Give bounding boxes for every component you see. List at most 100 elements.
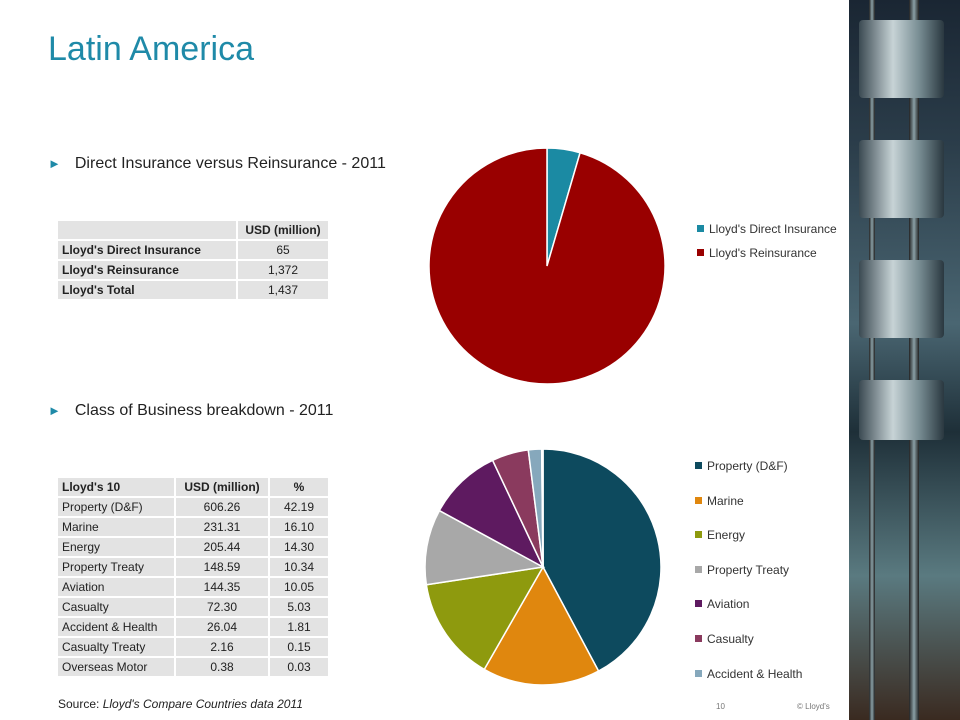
legend-swatch [695, 565, 702, 573]
table-cell-label: Accident & Health [56, 616, 176, 638]
table-cell-label: Lloyd's Total [56, 279, 238, 301]
legend-direct-vs-reinsurance: Lloyd's Direct Insurance Lloyd's Reinsura… [697, 222, 837, 270]
bullet-arrow-icon: ► [48, 156, 61, 171]
source-label: Source: [58, 697, 100, 711]
table-cell-usd: 231.31 [174, 516, 270, 538]
legend-class-of-business: Property (D&F) Marine Energy Property Treat… [695, 459, 835, 701]
direct-vs-reinsurance-table: USD (million) Lloyd's Direct Insurance 6… [56, 219, 330, 301]
table-row: Property Treaty 148.59 10.34 [56, 556, 330, 578]
legend-item: Lloyd's Reinsurance [697, 246, 837, 260]
pie-slice-property-d-f [542, 448, 662, 673]
table-cell-pct: 1.81 [268, 616, 330, 638]
table-row: Energy 205.44 14.30 [56, 536, 330, 558]
source-note: Source: Lloyd's Compare Countries data 2… [58, 697, 303, 711]
page-title: Latin America [48, 30, 254, 68]
table-row: Casualty Treaty 2.16 0.15 [56, 636, 330, 658]
source-text: Lloyd's Compare Countries data 2011 [102, 697, 303, 711]
building-photo [849, 0, 960, 720]
table-cell-pct: 0.03 [268, 656, 330, 678]
legend-item: Accident & Health [695, 667, 835, 681]
legend-item: Property (D&F) [695, 459, 835, 473]
table-row: Property (D&F) 606.26 42.19 [56, 496, 330, 518]
legend-label: Lloyd's Reinsurance [709, 246, 817, 260]
legend-swatch [697, 225, 704, 232]
table-cell-value: 1,437 [236, 279, 330, 301]
section-heading-text: Direct Insurance versus Reinsurance - 20… [74, 155, 386, 172]
section-heading-class-of-business: ► Class of Business breakdown - 2011 [48, 402, 333, 420]
legend-item: Marine [695, 494, 835, 508]
table-cell-usd: 205.44 [174, 536, 270, 558]
legend-swatch [695, 600, 702, 608]
section-heading-text: Class of Business breakdown - 2011 [74, 402, 334, 419]
legend-label: Energy [707, 528, 746, 543]
table-cell-pct: 10.05 [268, 576, 330, 598]
table-cell-usd: 148.59 [174, 556, 270, 578]
class-of-business-table: Lloyd's 10 USD (million) % Property (D&F… [56, 476, 330, 678]
legend-label: Casualty [707, 631, 754, 646]
legend-label: Aviation [707, 597, 750, 612]
table-header-cell: USD (million) [236, 219, 330, 241]
pie-slice-aviation [438, 459, 545, 569]
table-cell-pct: 10.34 [268, 556, 330, 578]
legend-item: Property Treaty [695, 563, 835, 577]
table-cell-label: Energy [56, 536, 176, 558]
legend-label: Property (D&F) [707, 459, 788, 473]
table-cell-label: Lloyd's Reinsurance [56, 259, 238, 281]
table-row: Lloyd's Direct Insurance 65 [56, 239, 330, 261]
table-cell-usd: 72.30 [174, 596, 270, 618]
legend-item: Energy [695, 528, 835, 542]
legend-item: Casualty [695, 632, 835, 646]
table-cell-pct: 14.30 [268, 536, 330, 558]
legend-label: Lloyd's Direct Insurance [709, 222, 837, 236]
table-row: Marine 231.31 16.10 [56, 516, 330, 538]
pie-slice-lloyd-s-reinsurance [428, 147, 666, 385]
pie-chart-class-of-business [424, 448, 662, 686]
legend-label: Marine [707, 493, 744, 508]
legend-swatch [697, 249, 704, 256]
legend-item: Aviation [695, 597, 835, 611]
table-cell-label: Lloyd's Direct Insurance [56, 239, 238, 261]
table-cell-usd: 26.04 [174, 616, 270, 638]
table-header-cell: Lloyd's 10 [56, 476, 176, 498]
legend-swatch [695, 462, 702, 469]
table-row: Lloyd's Reinsurance 1,372 [56, 259, 330, 281]
table-cell-usd: 144.35 [174, 576, 270, 598]
table-row: Overseas Motor 0.38 0.03 [56, 656, 330, 678]
table-header-cell: % [268, 476, 330, 498]
legend-swatch [695, 531, 702, 539]
legend-swatch [695, 634, 702, 642]
table-cell-value: 65 [236, 239, 330, 261]
pie-slice-energy [425, 566, 545, 671]
table-header-cell: USD (million) [174, 476, 270, 498]
table-cell-usd: 2.16 [174, 636, 270, 658]
table-cell-label: Casualty Treaty [56, 636, 176, 658]
table-row: Casualty 72.30 5.03 [56, 596, 330, 618]
table-cell-label: Casualty [56, 596, 176, 618]
section-heading-direct-vs-reinsurance: ► Direct Insurance versus Reinsurance - 2… [48, 155, 386, 173]
table-row: Aviation 144.35 10.05 [56, 576, 330, 598]
pie-slice-property-treaty [424, 509, 546, 586]
table-cell-pct: 5.03 [268, 596, 330, 618]
table-cell-label: Aviation [56, 576, 176, 598]
pie-slice-marine [483, 565, 600, 686]
table-row: Accident & Health 26.04 1.81 [56, 616, 330, 638]
table-cell-label: Property Treaty [56, 556, 176, 578]
table-cell-label: Marine [56, 516, 176, 538]
bullet-arrow-icon: ► [48, 403, 61, 418]
legend-label: Property Treaty [707, 562, 790, 577]
pie-chart-direct-vs-reinsurance [428, 147, 666, 385]
table-cell-value: 1,372 [236, 259, 330, 281]
table-cell-label: Overseas Motor [56, 656, 176, 678]
table-row: Lloyd's Total 1,437 [56, 279, 330, 301]
table-header-cell [56, 219, 238, 241]
page-number: 10 [716, 702, 725, 711]
legend-swatch [695, 496, 702, 504]
table-cell-usd: 606.26 [174, 496, 270, 518]
table-cell-pct: 0.15 [268, 636, 330, 658]
table-cell-pct: 16.10 [268, 516, 330, 538]
table-cell-pct: 42.19 [268, 496, 330, 518]
copyright: © Lloyd's [797, 702, 830, 711]
table-cell-label: Property (D&F) [56, 496, 176, 518]
legend-item: Lloyd's Direct Insurance [697, 222, 837, 236]
